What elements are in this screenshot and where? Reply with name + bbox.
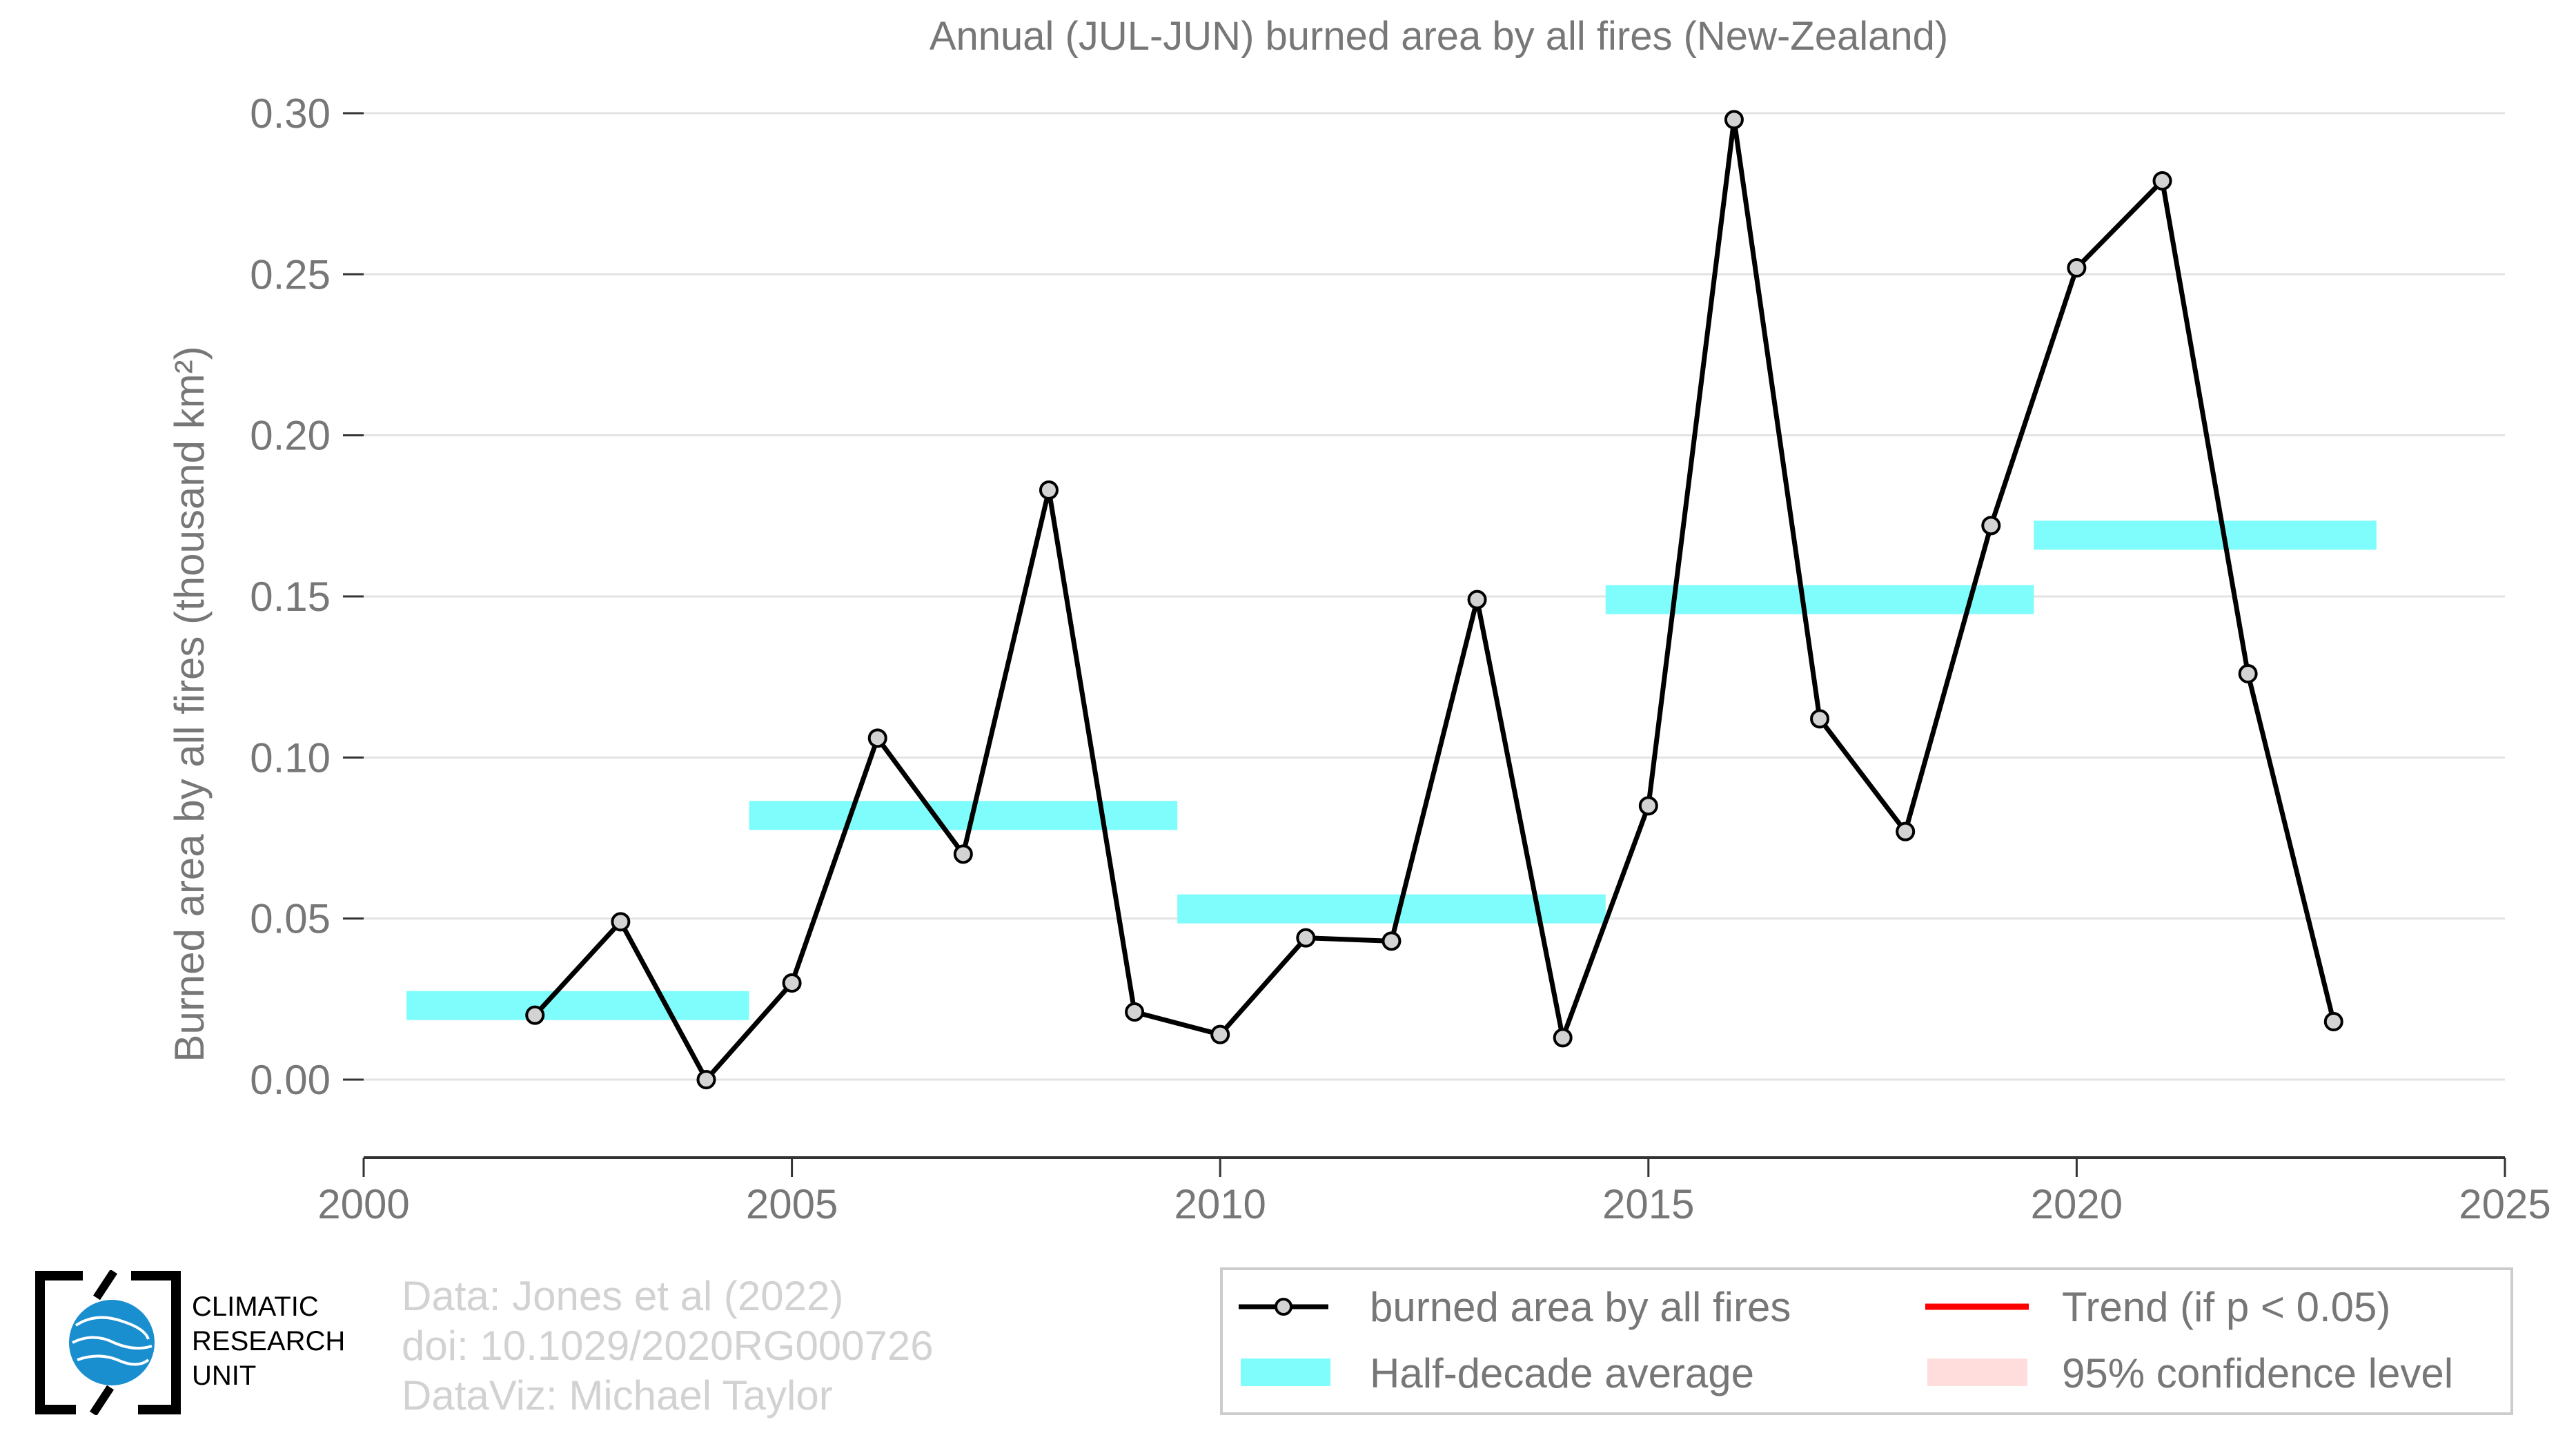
- cru-line-1: CLIMATIC: [192, 1292, 319, 1322]
- legend-label-confidence: 95% confidence level: [2062, 1350, 2453, 1396]
- legend-confidence-swatch: [1927, 1359, 2027, 1386]
- credit-dataviz: DataViz: Michael Taylor: [402, 1372, 833, 1419]
- half-decade-band: [406, 991, 749, 1020]
- data-point: [1125, 1002, 1145, 1022]
- data-point: [953, 844, 973, 864]
- data-point: [2067, 258, 2087, 277]
- legend-label-series: burned area by all fires: [1370, 1284, 1791, 1330]
- y-axis: 0.00 0.05 0.10 0.15 0.20 0.25 0.30: [250, 90, 364, 1103]
- y-tick-label: 0.25: [250, 251, 331, 298]
- credit-data: Data: Jones et al (2022): [402, 1273, 844, 1319]
- x-tick-label: 2025: [2459, 1181, 2550, 1227]
- x-tick-label: 2000: [317, 1181, 409, 1227]
- y-tick-label: 0.00: [250, 1057, 331, 1103]
- legend-band-swatch: [1241, 1359, 1330, 1386]
- y-tick-label: 0.20: [250, 413, 331, 459]
- x-tick-label: 2005: [746, 1181, 838, 1227]
- data-point: [525, 1005, 545, 1025]
- legend-marker-swatch: [1275, 1298, 1292, 1316]
- series-burned-area: [525, 110, 2343, 1089]
- legend-label-trend: Trend (if p < 0.05): [2062, 1284, 2390, 1330]
- data-point: [2152, 171, 2172, 191]
- y-tick-label: 0.10: [250, 734, 331, 781]
- data-point: [1638, 796, 1658, 816]
- data-point: [1553, 1028, 1573, 1048]
- cru-line-3: UNIT: [192, 1361, 257, 1391]
- data-point: [696, 1070, 716, 1089]
- half-decade-band: [749, 801, 1178, 830]
- data-point: [1382, 931, 1402, 951]
- legend: burned area by all fires Trend (if p < 0…: [1220, 1267, 2513, 1415]
- data-point: [782, 973, 802, 993]
- y-tick-label: 0.30: [250, 90, 331, 137]
- data-point: [2323, 1012, 2343, 1031]
- x-tick-label: 2010: [1174, 1181, 1266, 1227]
- data-point: [1210, 1024, 1230, 1044]
- cru-emblem-icon: [35, 1270, 181, 1415]
- data-point: [1810, 709, 1830, 729]
- legend-label-half-decade: Half-decade average: [1370, 1350, 1754, 1396]
- data-point: [1981, 516, 2001, 536]
- x-tick-label: 2020: [2031, 1181, 2123, 1227]
- half-decade-band: [2034, 520, 2377, 550]
- credits: Data: Jones et al (2022) doi: 10.1029/20…: [402, 1272, 934, 1421]
- y-tick-label: 0.05: [250, 896, 331, 942]
- data-point: [611, 912, 631, 932]
- x-axis: 2000 2005 2010 2015 2020 2025: [317, 1156, 2551, 1227]
- data-point: [2238, 664, 2258, 683]
- y-tick-label: 0.15: [250, 574, 331, 620]
- data-point: [1724, 110, 1744, 130]
- legend-box: [1220, 1267, 2513, 1415]
- cru-line-2: RESEARCH: [192, 1326, 346, 1356]
- cru-logo-text: CLIMATIC RESEARCH UNIT: [192, 1289, 345, 1393]
- data-point: [1296, 928, 1316, 948]
- chart-title: Annual (JUL-JUN) burned area by all fire…: [930, 14, 1948, 59]
- data-point: [1467, 590, 1487, 610]
- series-line: [533, 117, 2337, 1082]
- data-point: [1896, 821, 1916, 841]
- y-axis-label: Burned area by all fires (thousand km²): [166, 346, 213, 1062]
- cru-logo: CLIMATIC RESEARCH UNIT: [35, 1270, 366, 1415]
- gridlines: [364, 112, 2505, 1081]
- credit-doi: doi: 10.1029/2020RG000726: [402, 1323, 934, 1369]
- data-point: [867, 728, 887, 748]
- x-tick-label: 2015: [1602, 1181, 1694, 1227]
- data-point: [1039, 480, 1059, 500]
